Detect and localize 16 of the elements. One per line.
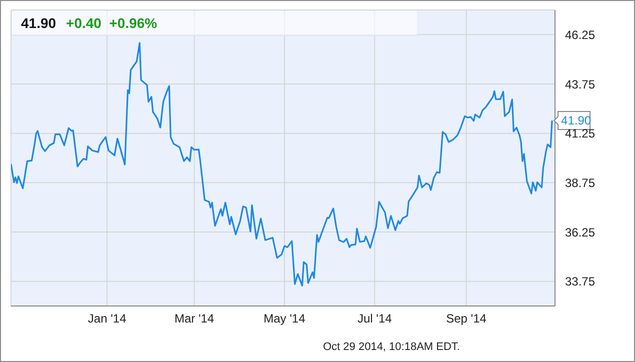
- chart-subtitle: +0.40 +0.96%: [66, 15, 158, 31]
- y-tick-label: 46.25: [565, 28, 596, 42]
- y-tick-label: 43.75: [565, 77, 596, 92]
- annotation: 41.90: [561, 114, 592, 128]
- y-tick-label: 41.25: [565, 126, 596, 141]
- y-tick-label: 36.25: [565, 225, 596, 240]
- chart-title: 41.90: [21, 15, 56, 31]
- x-tick-label: May '14: [264, 312, 306, 326]
- header-panel: 41.90 +0.40 +0.96%: [12, 11, 417, 36]
- y-tick-label: 38.75: [565, 176, 596, 190]
- x-tick-label: Sep '14: [446, 312, 487, 326]
- x-tick-label: Mar '14: [174, 312, 214, 326]
- y-tick-label: 33.75: [565, 274, 596, 289]
- text: Oct 29 2014, 10:18AM EDT.: [323, 341, 460, 353]
- x-tick-label: Jul '14: [357, 312, 392, 326]
- x-tick-label: Jan '14: [88, 312, 127, 326]
